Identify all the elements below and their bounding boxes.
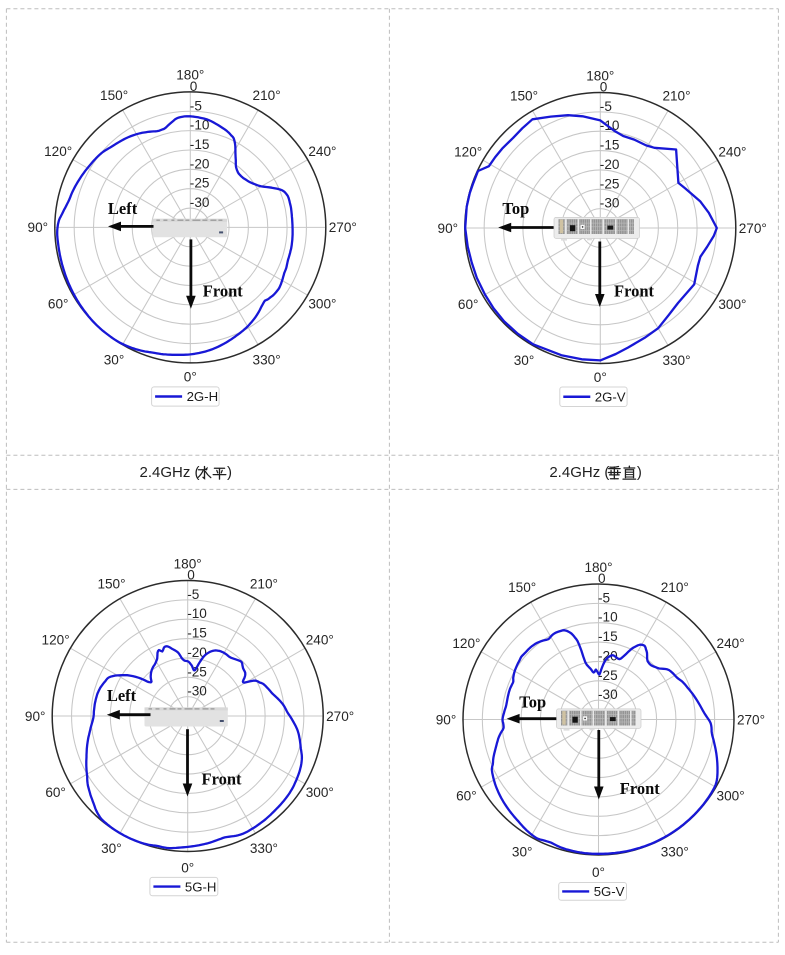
- svg-text:-15: -15: [598, 629, 618, 644]
- svg-text:2.4GHz (: 2.4GHz (: [549, 464, 609, 481]
- svg-text:0: 0: [190, 79, 198, 94]
- svg-text:150°: 150°: [100, 88, 128, 103]
- svg-text:0: 0: [600, 80, 608, 95]
- svg-text:5G-V: 5G-V: [594, 884, 625, 899]
- svg-text:0: 0: [187, 568, 195, 583]
- svg-text:210°: 210°: [250, 577, 278, 592]
- svg-text:-30: -30: [190, 195, 210, 210]
- svg-text:120°: 120°: [454, 145, 482, 160]
- svg-text:210°: 210°: [253, 88, 281, 103]
- svg-text:0°: 0°: [592, 865, 605, 880]
- svg-text:180°: 180°: [584, 560, 612, 575]
- svg-text:-30: -30: [187, 684, 207, 699]
- svg-text:330°: 330°: [253, 352, 281, 367]
- svg-text:0°: 0°: [181, 860, 194, 875]
- svg-text:60°: 60°: [456, 789, 477, 804]
- svg-text:-25: -25: [190, 176, 210, 191]
- svg-text:150°: 150°: [97, 577, 125, 592]
- svg-text:Front: Front: [620, 779, 661, 798]
- svg-text:90°: 90°: [25, 709, 46, 724]
- svg-text:240°: 240°: [308, 144, 336, 159]
- svg-text:Left: Left: [107, 686, 137, 705]
- svg-text:-10: -10: [600, 118, 620, 133]
- svg-text:90°: 90°: [436, 712, 457, 727]
- svg-text:210°: 210°: [662, 89, 690, 104]
- svg-text:-25: -25: [598, 668, 618, 683]
- svg-text:300°: 300°: [717, 789, 745, 804]
- svg-text:-15: -15: [600, 138, 620, 153]
- svg-text:-30: -30: [598, 687, 618, 702]
- svg-text:120°: 120°: [42, 633, 70, 648]
- svg-text:-5: -5: [598, 590, 610, 605]
- svg-text:300°: 300°: [308, 296, 336, 311]
- svg-text:240°: 240°: [718, 145, 746, 160]
- svg-text:120°: 120°: [452, 636, 480, 651]
- svg-text:30°: 30°: [514, 353, 535, 368]
- svg-text:300°: 300°: [306, 785, 334, 800]
- svg-text:330°: 330°: [661, 844, 689, 859]
- svg-text:150°: 150°: [510, 89, 538, 104]
- svg-text:60°: 60°: [48, 297, 69, 312]
- svg-text:Front: Front: [201, 770, 242, 789]
- svg-text:): ): [227, 464, 232, 481]
- svg-text:0°: 0°: [184, 370, 197, 385]
- svg-text:0°: 0°: [594, 370, 607, 385]
- svg-text:180°: 180°: [586, 68, 614, 83]
- svg-text:Left: Left: [108, 199, 138, 218]
- svg-text:0: 0: [598, 571, 606, 586]
- svg-text:60°: 60°: [45, 785, 66, 800]
- svg-text:-5: -5: [190, 98, 202, 113]
- svg-text:-20: -20: [190, 156, 210, 171]
- svg-text:-15: -15: [190, 137, 210, 152]
- svg-text:270°: 270°: [739, 221, 767, 236]
- svg-text:-20: -20: [187, 645, 207, 660]
- svg-text:-15: -15: [187, 626, 207, 641]
- svg-text:-5: -5: [600, 99, 612, 114]
- svg-text:Front: Front: [614, 282, 655, 301]
- svg-text:270°: 270°: [329, 220, 357, 235]
- svg-text:2G-H: 2G-H: [187, 389, 219, 404]
- svg-text:90°: 90°: [28, 220, 49, 235]
- svg-text:30°: 30°: [104, 352, 125, 367]
- svg-text:150°: 150°: [508, 580, 536, 595]
- svg-text:2G-V: 2G-V: [595, 389, 626, 404]
- svg-text:2.4GHz (: 2.4GHz (: [140, 464, 200, 481]
- svg-text:-20: -20: [598, 648, 618, 663]
- svg-text:5G-H: 5G-H: [185, 879, 217, 894]
- svg-text:Front: Front: [203, 281, 244, 300]
- svg-text:180°: 180°: [176, 68, 204, 83]
- svg-text:-10: -10: [190, 118, 210, 133]
- svg-text:-30: -30: [600, 196, 620, 211]
- svg-text:240°: 240°: [306, 633, 334, 648]
- svg-text:330°: 330°: [662, 353, 690, 368]
- svg-text:330°: 330°: [250, 841, 278, 856]
- svg-text:90°: 90°: [438, 221, 459, 236]
- svg-text:270°: 270°: [737, 712, 765, 727]
- svg-text:30°: 30°: [512, 844, 533, 859]
- svg-text:180°: 180°: [174, 556, 202, 571]
- svg-text:120°: 120°: [44, 144, 72, 159]
- svg-text:-20: -20: [600, 157, 620, 172]
- svg-text:Top: Top: [519, 693, 546, 712]
- svg-text:30°: 30°: [101, 841, 122, 856]
- svg-text:-10: -10: [598, 610, 618, 625]
- svg-text:-25: -25: [600, 176, 620, 191]
- svg-text:270°: 270°: [326, 709, 354, 724]
- svg-text:60°: 60°: [458, 297, 479, 312]
- svg-text:300°: 300°: [718, 297, 746, 312]
- svg-text:240°: 240°: [717, 636, 745, 651]
- svg-text:210°: 210°: [661, 580, 689, 595]
- svg-text:): ): [637, 464, 642, 481]
- svg-text:Top: Top: [502, 199, 529, 218]
- svg-text:-10: -10: [187, 606, 207, 621]
- svg-text:-5: -5: [187, 587, 199, 602]
